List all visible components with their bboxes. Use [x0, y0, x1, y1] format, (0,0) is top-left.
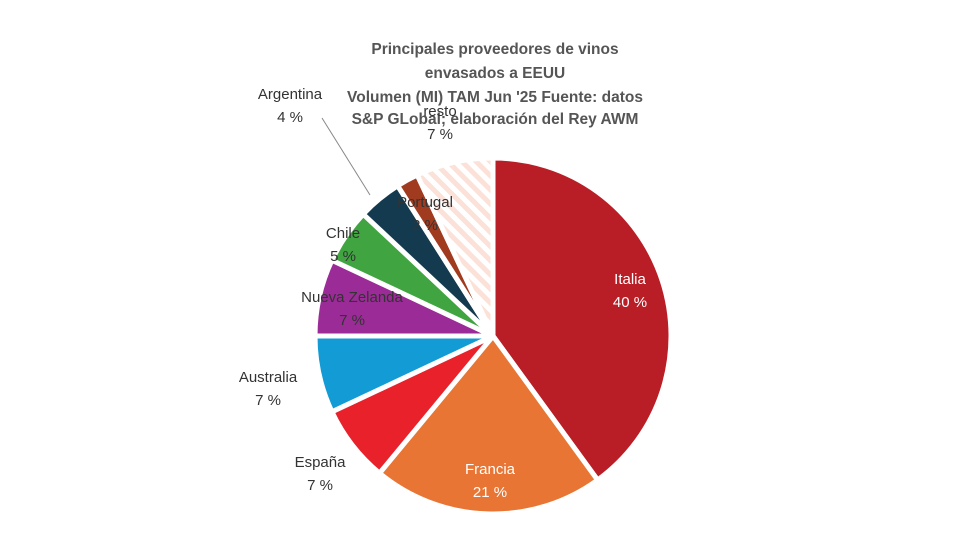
chart-title: envasados a EEUU — [425, 65, 565, 82]
value-label: 7 % — [307, 477, 333, 494]
value-label: 40 % — [613, 294, 647, 311]
slice-label: resto — [423, 103, 456, 120]
value-label: 7 % — [255, 392, 281, 409]
value-label: 21 % — [473, 484, 507, 501]
value-label: 7 % — [339, 312, 365, 329]
slice-label: Argentina — [258, 86, 323, 103]
pie-slice — [490, 155, 674, 484]
value-label: 5 % — [330, 248, 356, 265]
pie-slice — [376, 331, 602, 517]
slice-label: Chile — [326, 225, 360, 242]
slice-label: Australia — [239, 369, 298, 386]
chart-title: Volumen (MI) TAM Jun '25 Fuente: datos — [347, 89, 643, 106]
leader-line — [321, 117, 371, 196]
slice-label: Nueva Zelanda — [301, 289, 403, 306]
chart-title: Principales proveedores de vinos — [371, 41, 618, 58]
value-label: 7 % — [427, 126, 453, 143]
value-label: 2 % — [412, 217, 438, 234]
slice-label: Portugal — [397, 194, 453, 211]
slice-label: Italia — [614, 271, 646, 288]
value-label: 4 % — [277, 109, 303, 126]
chart-title: S&P GLobal; elaboración del Rey AWM — [352, 111, 639, 128]
pie-slice — [413, 155, 496, 338]
slice-label: Francia — [465, 461, 516, 478]
slice-label: España — [295, 454, 347, 471]
